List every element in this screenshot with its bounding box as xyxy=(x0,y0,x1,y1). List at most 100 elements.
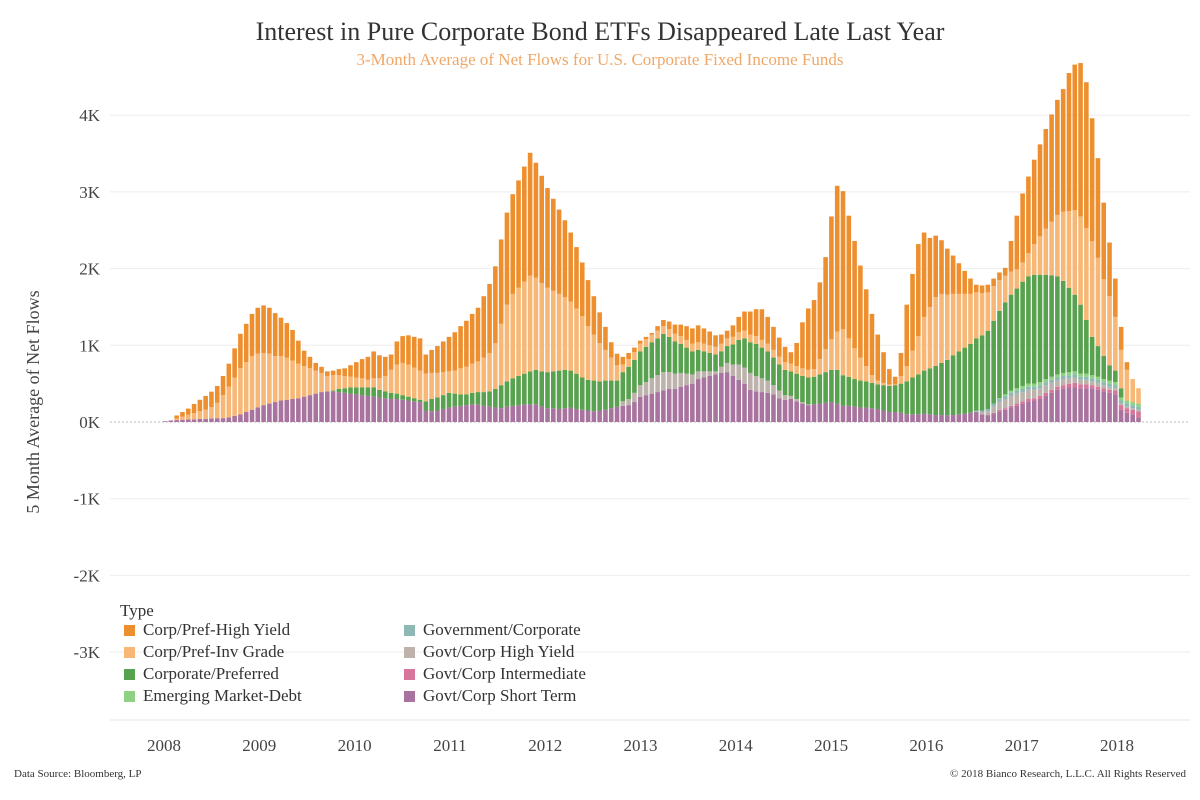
bar-segment xyxy=(272,313,278,357)
bar-segment xyxy=(1066,73,1072,212)
bar-segment xyxy=(1043,379,1049,383)
bar-segment xyxy=(753,391,759,422)
bar-segment xyxy=(927,237,933,307)
bar-segment xyxy=(423,401,429,411)
bar-segment xyxy=(359,359,365,379)
bar-segment xyxy=(481,357,487,393)
bar-segment xyxy=(701,371,707,378)
bar-segment xyxy=(1043,392,1049,396)
bar-segment xyxy=(782,362,788,370)
bar-segment xyxy=(1118,403,1124,406)
bar-segment xyxy=(551,290,556,372)
bar-segment xyxy=(1037,398,1043,422)
bar-segment xyxy=(435,346,440,373)
bar-segment xyxy=(435,397,440,411)
bar-segment xyxy=(493,407,498,422)
bar-segment xyxy=(417,370,423,400)
bar-segment xyxy=(666,389,672,422)
bar-segment xyxy=(481,392,487,406)
bar-segment xyxy=(962,270,967,294)
bar-segment xyxy=(724,330,730,339)
bar-segment xyxy=(1020,401,1025,404)
bar-segment xyxy=(724,346,730,363)
bar-segment xyxy=(997,280,1002,311)
bar-segment xyxy=(1124,369,1130,401)
bar-segment xyxy=(933,235,938,297)
bar-segment xyxy=(452,370,458,394)
bar-segment xyxy=(852,240,857,349)
bar-segment xyxy=(197,399,203,412)
bar-segment xyxy=(446,392,452,408)
bar-segment xyxy=(626,366,631,399)
bar-segment xyxy=(1020,389,1025,393)
bar-segment xyxy=(307,395,313,422)
bar-segment xyxy=(296,398,301,422)
bar-segment xyxy=(898,412,904,422)
bar-segment xyxy=(881,352,886,383)
bar-segment xyxy=(417,402,423,422)
bar-segment xyxy=(823,349,828,373)
bar-segment xyxy=(1026,176,1031,254)
bar-segment xyxy=(1078,63,1083,217)
bar-segment xyxy=(342,392,347,422)
bar-segment xyxy=(290,329,295,361)
bar-segment xyxy=(701,351,707,372)
bar-segment xyxy=(748,311,753,335)
bar-segment xyxy=(1043,129,1049,229)
bar-segment xyxy=(829,369,834,403)
bar-segment xyxy=(475,404,481,422)
bar-segment xyxy=(898,383,904,413)
bar-segment xyxy=(278,356,284,401)
bar-segment xyxy=(637,340,643,344)
bar-segment xyxy=(394,398,400,422)
bar-segment xyxy=(214,385,220,403)
bar-segment xyxy=(1055,377,1060,381)
bar-segment xyxy=(585,379,591,411)
bar-segment xyxy=(498,239,504,324)
bar-segment xyxy=(382,391,388,399)
bar-segment xyxy=(539,406,544,422)
bar-segment xyxy=(1049,376,1054,380)
bar-segment xyxy=(846,405,852,422)
bar-segment xyxy=(626,398,631,406)
bar-segment xyxy=(1060,385,1066,389)
bar-segment xyxy=(1043,395,1049,422)
bar-segment xyxy=(516,180,521,288)
bar-segment xyxy=(1136,411,1141,418)
bar-segment xyxy=(255,407,261,422)
bar-segment xyxy=(748,372,753,390)
bar-segment xyxy=(1072,377,1078,383)
bar-segment xyxy=(162,421,168,422)
bar-segment xyxy=(707,375,713,422)
bar-segment xyxy=(417,399,423,403)
bar-segment xyxy=(278,317,284,357)
copyright-note: © 2018 Bianco Research, L.L.C. All Right… xyxy=(950,768,1186,780)
bar-segment xyxy=(771,349,776,358)
bar-segment xyxy=(945,359,950,416)
bar-segment xyxy=(869,313,875,376)
bar-segment xyxy=(1101,382,1107,386)
bar-segment xyxy=(330,391,336,422)
bar-segment xyxy=(1037,236,1043,275)
bar-segment xyxy=(180,416,185,420)
bar-segment xyxy=(371,378,376,388)
bar-segment xyxy=(226,417,232,422)
bar-segment xyxy=(765,316,770,344)
bar-segment xyxy=(1107,365,1112,381)
bar-segment xyxy=(348,376,353,388)
bar-segment xyxy=(429,398,434,412)
bar-segment xyxy=(695,342,701,350)
bar-segment xyxy=(829,216,834,340)
bar-segment xyxy=(892,412,898,422)
bar-segment xyxy=(1084,319,1089,374)
bar-segment xyxy=(238,333,243,369)
bar-segment xyxy=(1130,408,1135,410)
bar-segment xyxy=(1084,227,1089,320)
bar-segment xyxy=(371,351,376,379)
bar-segment xyxy=(174,418,179,421)
bar-segment xyxy=(632,347,637,353)
bar-segment xyxy=(985,292,991,331)
bar-segment xyxy=(1026,383,1031,387)
bar-segment xyxy=(354,387,359,395)
bar-segment xyxy=(730,364,736,376)
